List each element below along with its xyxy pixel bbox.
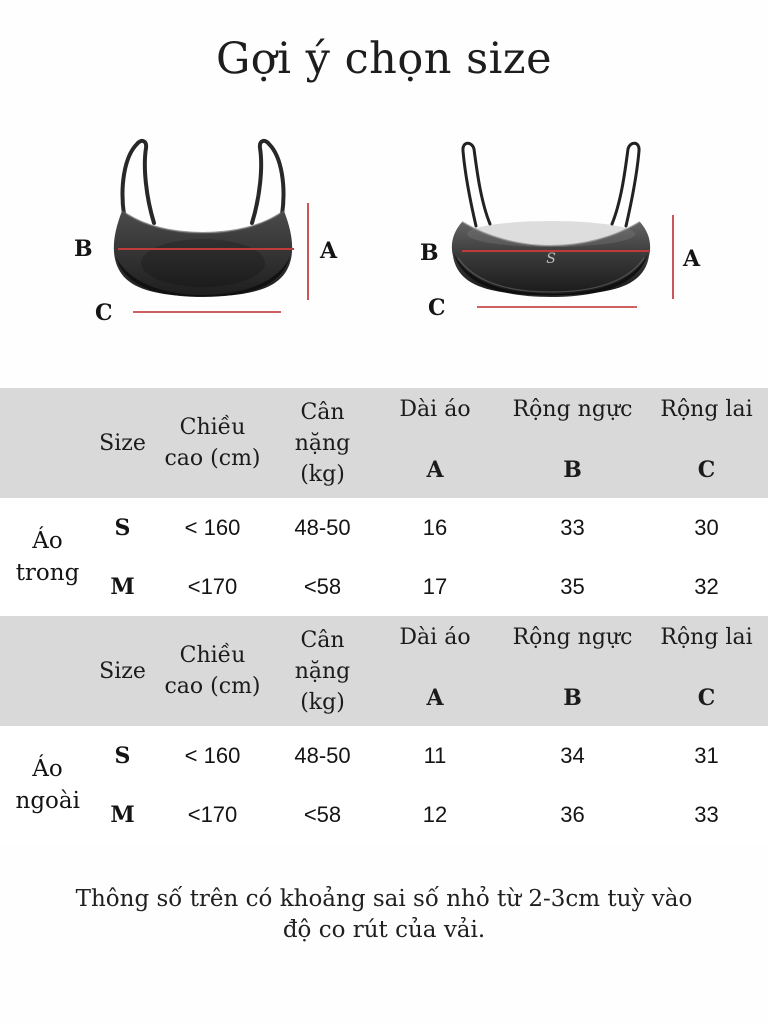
cell-hem: 31 [645, 726, 768, 785]
cell-weight: 48-50 [275, 726, 370, 785]
bra-body [113, 211, 293, 297]
measure-label-a: A [320, 238, 338, 264]
cell-bust: 36 [500, 785, 645, 844]
cell-hem: 33 [645, 785, 768, 844]
measure-line-a [672, 215, 674, 299]
right-strap [610, 141, 641, 228]
size-table-ao-ngoai: Size Chiều cao (cm) Cân nặng (kg) Dài áo… [0, 616, 768, 844]
header-size: Size [95, 388, 150, 498]
header-height: Chiều cao (cm) [150, 388, 275, 498]
header-length: Dài áo A [370, 616, 500, 726]
header-bust: Rộng ngực B [500, 388, 645, 498]
table-header-row: Size Chiều cao (cm) Cân nặng (kg) Dài áo… [0, 616, 768, 726]
group-label-cell: Áo ngoài [0, 726, 95, 844]
header-length: Dài áo A [370, 388, 500, 498]
cell-size: S [95, 726, 150, 785]
measure-line-b [462, 250, 649, 252]
neckline-highlight [461, 221, 641, 248]
measure-line-c [133, 311, 281, 313]
hem-highlight [457, 257, 645, 293]
size-tables: Size Chiều cao (cm) Cân nặng (kg) Dài áo… [0, 388, 768, 844]
measure-line-c [477, 306, 637, 308]
cell-size: M [95, 557, 150, 616]
table-header-row: Size Chiều cao (cm) Cân nặng (kg) Dài áo… [0, 388, 768, 498]
header-hem: Rộng lai C [645, 388, 768, 498]
tolerance-note-line2: độ co rút của vải. [282, 917, 486, 943]
bra-outer-illustration: S [451, 141, 651, 297]
neckline-highlight [121, 210, 285, 235]
cell-height: <170 [150, 557, 275, 616]
cell-weight: 48-50 [275, 498, 370, 557]
cell-length: 11 [370, 726, 500, 785]
measure-label-c: C [95, 300, 113, 326]
cell-hem: 30 [645, 498, 768, 557]
cell-bust: 34 [500, 726, 645, 785]
cell-length: 17 [370, 557, 500, 616]
tolerance-note: Thông số trên có khoảng sai số nhỏ từ 2-… [0, 884, 768, 946]
header-size: Size [95, 616, 150, 726]
header-hem: Rộng lai C [645, 616, 768, 726]
cell-hem: 32 [645, 557, 768, 616]
cell-length: 12 [370, 785, 500, 844]
page-title: Gợi ý chọn size [215, 34, 553, 84]
cell-weight: <58 [275, 557, 370, 616]
cell-weight: <58 [275, 785, 370, 844]
table-row-m: M <170 <58 17 35 32 [0, 557, 768, 616]
measure-line-a [307, 203, 309, 300]
cell-size: M [95, 785, 150, 844]
tolerance-note-line1: Thông số trên có khoảng sai số nhỏ từ 2-… [75, 886, 693, 912]
measure-line-b [118, 248, 294, 250]
cell-bust: 33 [500, 498, 645, 557]
header-height: Chiều cao (cm) [150, 616, 275, 726]
header-blank-cell [0, 388, 95, 498]
left-strap [120, 138, 156, 225]
sheen-highlight [467, 221, 635, 247]
header-weight: Cân nặng (kg) [275, 616, 370, 726]
cell-height: < 160 [150, 498, 275, 557]
measure-label-b: B [74, 236, 93, 262]
header-bust: Rộng ngực B [500, 616, 645, 726]
table-row-s: Áo ngoài S < 160 48-50 11 34 31 [0, 726, 768, 844]
bra-inner-illustration [113, 138, 293, 297]
measure-label-c: C [428, 295, 446, 321]
cup-shading [141, 239, 265, 287]
measure-label-a: A [683, 246, 701, 272]
table-row-s: Áo trong S < 160 48-50 16 33 30 [0, 498, 768, 616]
header-weight: Cân nặng (kg) [275, 388, 370, 498]
table-row-m: M <170 <58 12 36 33 [0, 785, 768, 844]
group-label-cell: Áo trong [0, 498, 95, 616]
header-blank-cell [0, 616, 95, 726]
cell-length: 16 [370, 498, 500, 557]
cell-height: <170 [150, 785, 275, 844]
cell-size: S [95, 498, 150, 557]
measure-label-b: B [420, 240, 439, 266]
brand-logo: S [546, 251, 556, 267]
cell-height: < 160 [150, 726, 275, 785]
right-strap [250, 138, 286, 225]
size-table-ao-trong: Size Chiều cao (cm) Cân nặng (kg) Dài áo… [0, 388, 768, 616]
left-strap [461, 141, 492, 228]
cell-bust: 35 [500, 557, 645, 616]
